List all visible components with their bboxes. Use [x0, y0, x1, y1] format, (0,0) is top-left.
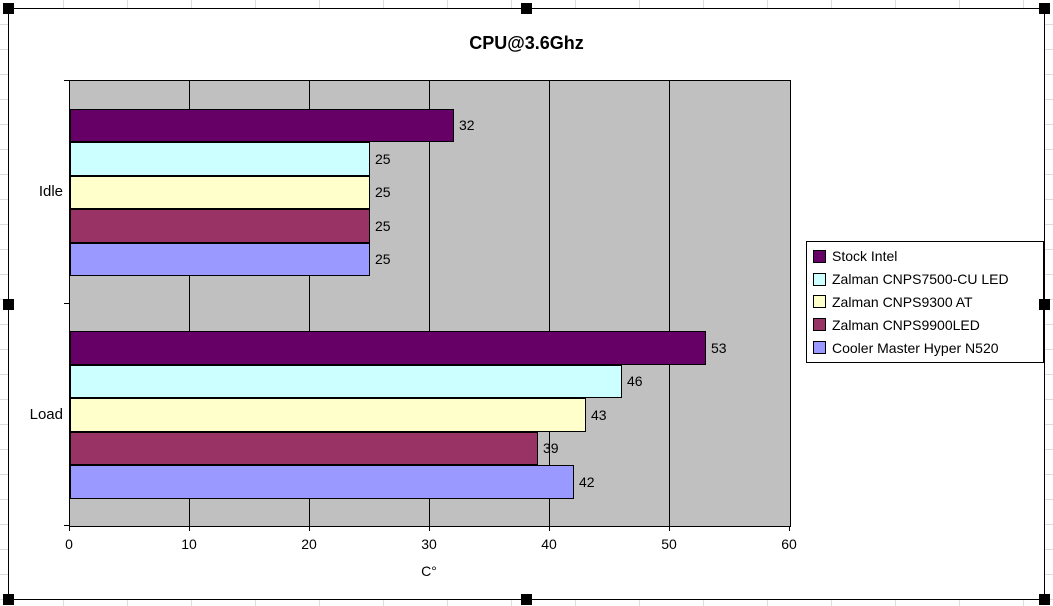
legend-item[interactable]: Zalman CNPS9900LED	[813, 317, 1043, 333]
value-axis-tick-label: 10	[181, 536, 197, 552]
bar-value-label: 32	[459, 117, 475, 134]
legend-label: Zalman CNPS7500-CU LED	[832, 271, 1009, 288]
bar-load-2[interactable]	[70, 364, 622, 398]
category-axis-tick	[64, 525, 70, 526]
bar-idle-5[interactable]	[70, 242, 370, 276]
value-axis-tick	[189, 526, 190, 531]
selection-handle-top-left[interactable]	[3, 3, 14, 14]
gridline-40	[549, 81, 550, 526]
bar-value-label: 43	[591, 406, 607, 423]
value-axis-tick	[69, 526, 70, 531]
legend-label: Zalman CNPS9300 AT	[832, 293, 973, 310]
selection-handle-top-right[interactable]	[1039, 3, 1050, 14]
value-axis-tick-label: 30	[421, 536, 437, 552]
category-label-idle: Idle	[38, 183, 63, 201]
legend-item[interactable]: Cooler Master Hyper N520	[813, 340, 1043, 356]
value-axis-tick	[789, 526, 790, 531]
selection-handle-left-middle[interactable]	[3, 299, 14, 310]
value-axis-tick	[309, 526, 310, 531]
value-axis-tick-label: 0	[65, 536, 73, 552]
bar-value-label: 25	[375, 251, 391, 268]
legend-swatch-icon	[813, 249, 826, 263]
value-axis-tick-label: 40	[541, 536, 557, 552]
bar-value-label: 25	[375, 150, 391, 167]
value-axis-tick	[549, 526, 550, 531]
category-axis-tick	[64, 302, 70, 304]
legend-swatch-icon	[813, 341, 826, 355]
selection-handle-bottom-right[interactable]	[1039, 594, 1050, 605]
legend-label: Zalman CNPS9900LED	[832, 316, 980, 333]
selection-handle-right-middle[interactable]	[1039, 299, 1050, 310]
bar-idle-1[interactable]	[70, 108, 454, 142]
legend-swatch-icon	[813, 295, 826, 309]
selection-handle-top-middle[interactable]	[521, 3, 532, 14]
bar-value-label: 53	[711, 339, 727, 356]
bar-value-label: 46	[627, 373, 643, 390]
bar-value-label: 42	[579, 473, 595, 490]
legend-swatch-icon	[813, 272, 826, 286]
bar-load-3[interactable]	[70, 398, 586, 432]
gridline-10	[189, 81, 190, 526]
legend-label: Stock Intel	[832, 248, 898, 265]
category-label-load: Load	[29, 405, 63, 423]
value-axis-tick	[669, 526, 670, 531]
plot-area[interactable]: 32 25 25 25 25 53 46 43 39 42	[69, 80, 791, 527]
legend-swatch-icon	[813, 318, 826, 332]
legend-label: Cooler Master Hyper N520	[832, 339, 999, 356]
selection-handle-bottom-left[interactable]	[3, 594, 14, 605]
value-axis-tick-label: 60	[781, 536, 797, 552]
value-axis-tick-label: 50	[661, 536, 677, 552]
chart-title[interactable]: CPU@3.6Ghz	[469, 33, 584, 53]
gridline-30	[429, 81, 430, 526]
bar-value-label: 25	[375, 184, 391, 201]
bar-load-1[interactable]	[70, 331, 706, 365]
bar-load-4[interactable]	[70, 431, 538, 465]
gridline-50	[669, 81, 670, 526]
bar-load-5[interactable]	[70, 465, 574, 499]
bar-idle-3[interactable]	[70, 175, 370, 209]
bar-value-label: 39	[543, 440, 559, 457]
chart-object[interactable]: CPU@3.6Ghz 32 25 25 25 25 53 46 43 39 42 Idle Load…	[8, 8, 1045, 600]
bar-idle-4[interactable]	[70, 209, 370, 243]
category-axis-tick	[64, 80, 70, 81]
value-axis-tick	[429, 526, 430, 531]
bar-idle-2[interactable]	[70, 142, 370, 176]
legend[interactable]: Stock Intel Zalman CNPS7500-CU LED Zalman …	[806, 241, 1044, 363]
value-axis-tick-label: 20	[301, 536, 317, 552]
bar-value-label: 25	[375, 217, 391, 234]
gridline-20	[309, 81, 310, 526]
legend-item[interactable]: Zalman CNPS9300 AT	[813, 294, 1043, 310]
legend-item[interactable]: Stock Intel	[813, 248, 1043, 264]
x-axis-title: C°	[421, 563, 437, 579]
selection-handle-bottom-middle[interactable]	[521, 594, 532, 605]
legend-item[interactable]: Zalman CNPS7500-CU LED	[813, 271, 1043, 287]
